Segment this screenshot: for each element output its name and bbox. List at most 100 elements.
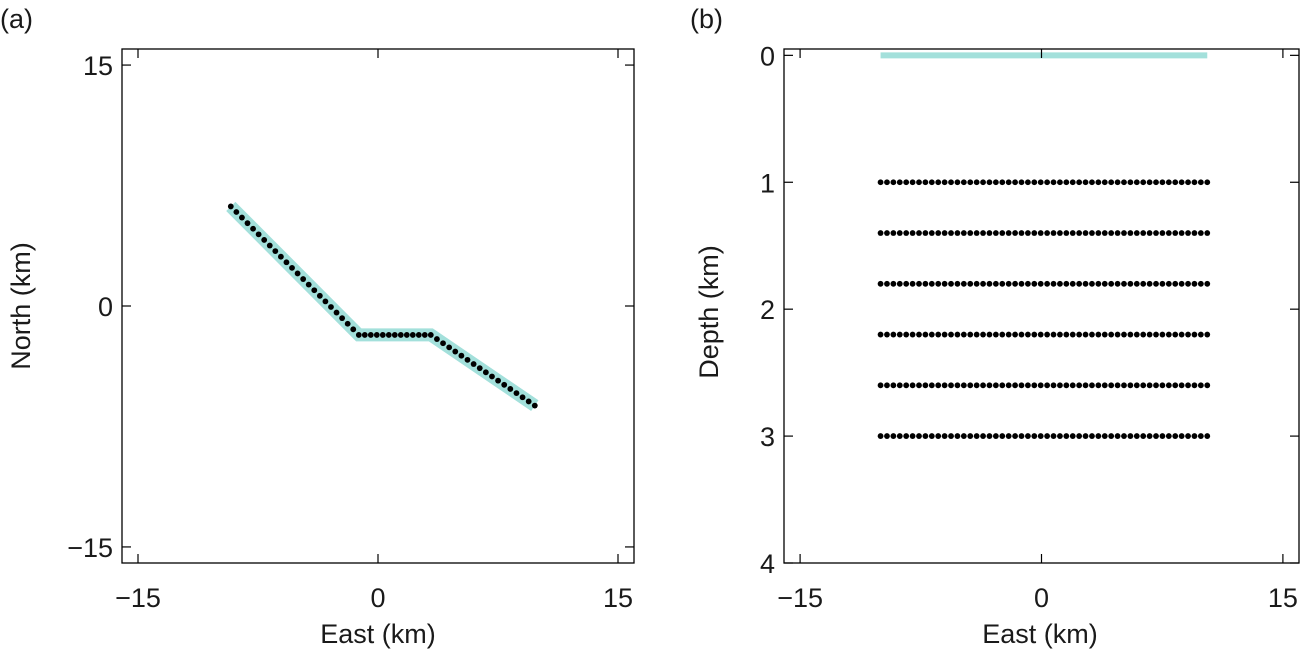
patch-point-b xyxy=(948,179,954,186)
patch-point-b xyxy=(1133,280,1140,287)
patch-point-b xyxy=(896,280,903,287)
patch-point-b xyxy=(1191,179,1198,186)
patch-point-b xyxy=(1063,230,1070,236)
a-ytick-label: −15 xyxy=(67,533,113,563)
patch-point-b xyxy=(967,433,974,439)
patch-point-b xyxy=(1185,433,1191,439)
patch-point-b xyxy=(877,230,884,236)
patch-point-b xyxy=(1031,331,1038,338)
patch-point-b xyxy=(1076,382,1083,389)
patch-point-a xyxy=(421,332,428,338)
patch-point-b xyxy=(967,331,974,338)
patch-point-b xyxy=(1101,382,1108,389)
patch-point-a xyxy=(311,287,318,294)
patch-point-b xyxy=(1140,382,1147,389)
patch-point-b xyxy=(909,179,916,186)
patch-point-b xyxy=(935,382,942,389)
patch-point-b xyxy=(1101,280,1108,287)
patch-point-b xyxy=(1063,280,1070,287)
patch-point-b xyxy=(1076,331,1083,338)
patch-point-b xyxy=(954,179,961,186)
patch-point-b xyxy=(928,331,935,338)
patch-point-b xyxy=(973,382,980,389)
patch-point-b xyxy=(1127,280,1134,287)
patch-point-b xyxy=(1082,179,1089,186)
patch-point-b xyxy=(1063,331,1070,338)
patch-point-b xyxy=(1185,280,1191,287)
marks-a xyxy=(226,201,539,411)
patch-point-b xyxy=(1165,433,1172,439)
patch-point-b xyxy=(903,382,910,389)
patch-point-b xyxy=(935,179,942,186)
patch-point-a xyxy=(272,248,279,255)
patch-point-b xyxy=(1050,433,1057,439)
patch-point-b xyxy=(1146,230,1153,236)
patch-point-b xyxy=(1153,382,1159,389)
patch-point-b xyxy=(1153,331,1159,338)
patch-point-b xyxy=(1127,230,1134,236)
patch-point-b xyxy=(986,280,993,287)
patch-point-b xyxy=(1057,331,1063,338)
patch-point-a xyxy=(328,304,334,310)
patch-point-b xyxy=(1076,433,1083,439)
patch-point-a xyxy=(476,365,483,372)
patch-point-b xyxy=(1069,230,1076,236)
patch-point-a xyxy=(350,326,357,333)
patch-point-b xyxy=(1037,280,1044,287)
patch-point-b xyxy=(1018,280,1025,287)
patch-point-b xyxy=(1172,230,1179,236)
patch-point-b xyxy=(960,382,967,389)
patch-point-b xyxy=(980,179,986,186)
patch-point-b xyxy=(1089,433,1095,439)
patch-point-b xyxy=(1044,280,1051,287)
patch-point-b xyxy=(960,331,967,338)
patch-point-b xyxy=(1191,280,1198,287)
b-ytick-label: 1 xyxy=(760,168,775,198)
patch-point-b xyxy=(1031,179,1038,186)
patch-point-b xyxy=(980,331,986,338)
patch-point-b xyxy=(1133,433,1140,439)
patch-point-b xyxy=(1133,179,1140,186)
patch-point-b xyxy=(1133,331,1140,338)
patch-point-b xyxy=(1101,230,1108,236)
patch-point-a xyxy=(489,373,495,380)
patch-point-b xyxy=(1012,331,1018,338)
patch-point-b xyxy=(884,230,890,236)
patch-point-b xyxy=(1101,179,1108,186)
a-xtick-label: 15 xyxy=(603,583,633,613)
patch-point-b xyxy=(1165,331,1172,338)
patch-point-b xyxy=(1191,382,1198,389)
patch-point-b xyxy=(884,382,890,389)
patch-point-b xyxy=(1082,331,1089,338)
patch-point-b xyxy=(909,280,916,287)
patch-point-a xyxy=(458,352,465,359)
patch-point-b xyxy=(967,280,974,287)
patch-point-a xyxy=(294,270,301,277)
patch-point-b xyxy=(1140,179,1147,186)
patch-point-a xyxy=(391,332,398,338)
patch-point-b xyxy=(1197,433,1204,439)
patch-point-b xyxy=(1114,280,1121,287)
patch-point-a xyxy=(277,253,284,260)
patch-point-a xyxy=(397,332,404,338)
patch-point-b xyxy=(1140,331,1147,338)
marks-b xyxy=(877,52,1211,439)
patch-point-b xyxy=(1204,230,1211,236)
patch-point-b xyxy=(1037,331,1044,338)
b-xtick-label: −15 xyxy=(777,583,823,613)
patch-point-b xyxy=(916,179,922,186)
patch-point-b xyxy=(935,230,942,236)
patch-point-b xyxy=(1165,179,1172,186)
patch-point-b xyxy=(1127,382,1134,389)
ticks-b: −15 0 15 0 1 2 3 4 xyxy=(760,41,1299,613)
patch-point-b xyxy=(1108,433,1115,439)
patch-point-b xyxy=(992,230,999,236)
patch-point-b xyxy=(890,230,897,236)
patch-point-b xyxy=(1204,331,1211,338)
patch-point-b xyxy=(1012,382,1018,389)
ylabel-a: North (km) xyxy=(6,242,36,370)
patch-point-b xyxy=(999,331,1006,338)
b-xtick-label: 0 xyxy=(1034,583,1049,613)
patch-point-b xyxy=(1082,230,1089,236)
